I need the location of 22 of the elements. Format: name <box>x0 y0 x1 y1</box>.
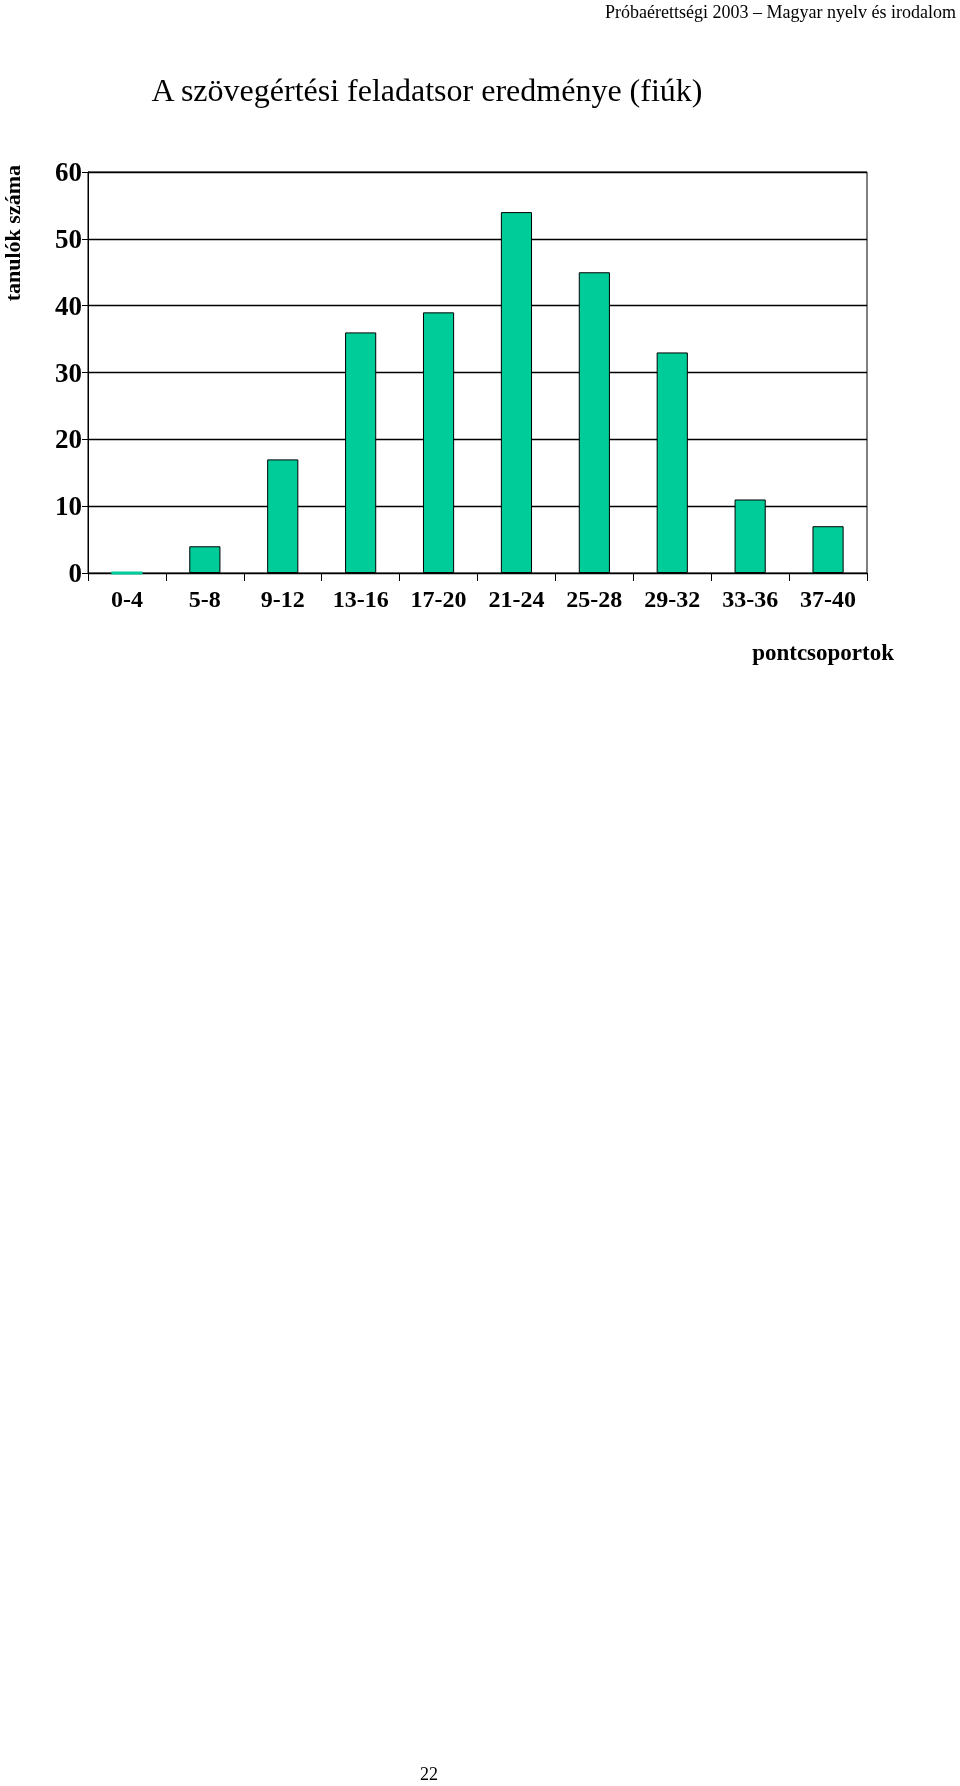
y-tick-label: 0 <box>68 558 82 588</box>
x-tick-label: 0-4 <box>110 586 143 612</box>
y-tick-label: 60 <box>55 157 82 187</box>
y-tick-label: 20 <box>55 424 82 455</box>
y-tick-label: 10 <box>55 491 82 522</box>
x-tick-label: 25-28 <box>566 586 623 612</box>
text: Próbaérettségi 2003 – Magyar nyelv és irodalom <box>605 2 956 22</box>
x-tick-label: 37-40 <box>800 586 857 612</box>
y-tick-label: 40 <box>55 290 82 321</box>
x-tick-label: 9-12 <box>260 586 305 612</box>
x-tick-label: 33-36 <box>722 586 779 612</box>
x-tick-label: 13-16 <box>332 586 389 612</box>
y-tick-label: 50 <box>55 223 82 254</box>
y-axis-title: tanulók száma <box>0 165 25 302</box>
x-tick-label: 17-20 <box>410 586 467 612</box>
text: 22 <box>420 1764 438 1784</box>
x-tick-label: 21-24 <box>488 586 545 612</box>
x-axis-title: pontcsoportok <box>752 639 895 665</box>
y-tick-label: 30 <box>55 357 82 388</box>
x-tick-label: 5-8 <box>188 586 221 612</box>
x-tick-label: 29-32 <box>644 586 701 612</box>
chart-title: A szövegértési feladatsor eredménye (fiúk) <box>151 72 703 108</box>
